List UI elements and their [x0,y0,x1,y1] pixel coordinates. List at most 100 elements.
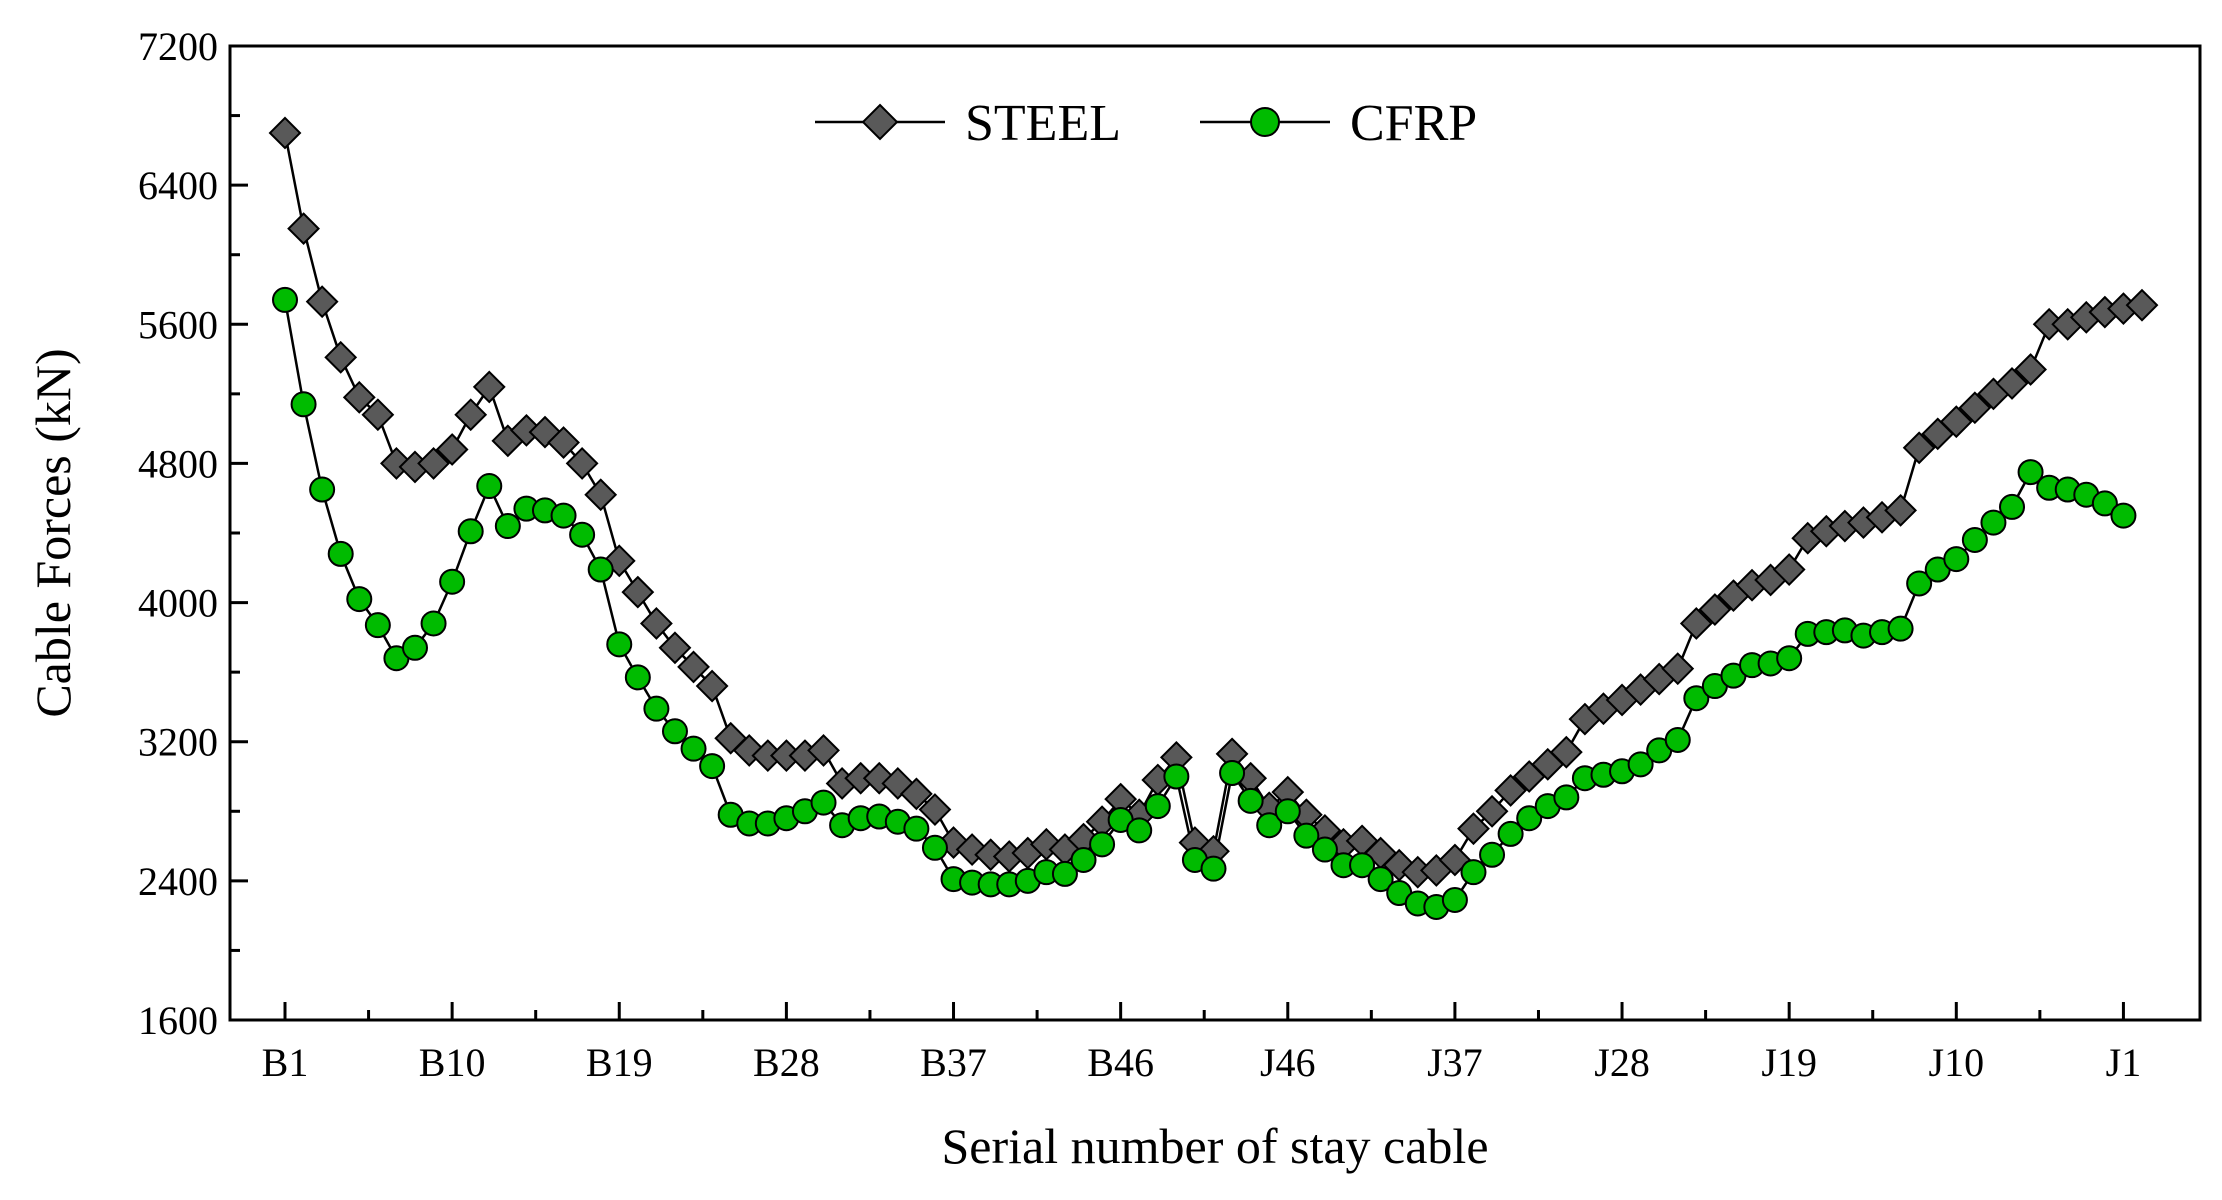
cfrp-point [1999,493,2026,520]
x-tick-label: J10 [1929,1040,1985,1085]
cfrp-point [1200,855,1227,882]
cfrp-point [1144,793,1171,820]
x-tick-label: J1 [2106,1040,2142,1085]
steel-point [305,285,339,319]
steel-point [1902,431,1936,465]
cfrp-point [457,518,484,545]
cfrp-series-line [283,299,2125,909]
cfrp-point [2017,459,2044,486]
steel-point [324,340,358,374]
y-axis-title: Cable Forces (kN) [25,348,81,717]
steel-point [1939,405,1973,439]
cfrp-point [2091,490,2118,517]
cfrp-point [903,815,930,842]
y-axis-ticks: 1600 2400 3200 4000 4800 5600 6400 7200 [138,24,248,1043]
cfrp-point [1776,645,1803,672]
cfrp-point [1367,866,1394,893]
y-tick-label: 3200 [138,720,218,765]
steel-point [1884,493,1918,527]
cfrp-point [680,735,707,762]
cfrp-point [1274,798,1301,825]
cfrp-point [1497,820,1524,847]
cfrp-point [1906,570,1933,597]
steel-point [1958,391,1992,425]
y-tick-label: 2400 [138,859,218,904]
steel-point [1457,812,1490,846]
x-axis-ticks: B1 B10 B19 B28 B37 B46 J46 J37 J28 J19 J10 J1 [262,1002,2142,1085]
cfrp-point [1349,852,1376,879]
cfrp-point [1311,836,1338,863]
cfrp-point [624,664,651,691]
cfrp-legend-marker [1250,107,1280,137]
cfrp-point [606,631,633,658]
steel-point [1549,735,1583,769]
steel-point [584,478,618,512]
steel-point [1679,607,1713,640]
steel-point [287,212,320,246]
cfrp-point [272,286,298,313]
cfrp-point [1237,787,1264,814]
cfrp-point [401,634,428,661]
cfrp-point [1664,726,1691,753]
steel-point [565,447,599,480]
cfrp-point [327,540,354,567]
steel-point [2014,353,2047,386]
x-tick-label: J28 [1594,1040,1650,1085]
steel-point [677,650,710,684]
y-tick-label: 6400 [138,163,218,208]
steel-point [1995,367,2029,400]
cfrp-point [1460,859,1487,886]
steel-point [807,733,840,767]
cfrp-point [1516,805,1543,832]
cfrp-point [1293,822,1320,849]
steel-point [435,433,469,466]
steel-point [361,398,395,432]
cfrp-point [810,789,837,816]
steel-point [472,370,506,404]
cfrp-point [550,502,577,529]
x-tick-label: J37 [1427,1040,1483,1085]
y-tick-label: 4800 [138,441,218,486]
cfrp-point [1219,760,1246,787]
cfrp-legend-label: CFRP [1350,95,1477,152]
cfrp-point [587,556,614,583]
cfrp-point [921,834,948,861]
cfrp-point [1089,831,1116,858]
x-tick-label: J46 [1260,1040,1316,1085]
steel-point [899,777,933,811]
steel-point [547,426,580,459]
x-tick-label: B10 [419,1040,486,1085]
steel-point [342,380,376,414]
x-tick-label: B28 [753,1040,820,1085]
y-tick-label: 7200 [138,24,218,69]
cfrp-point [1479,841,1506,868]
cfrp-point [290,391,317,418]
steel-point [1475,794,1509,828]
steel-point [2125,288,2159,322]
cfrp-point [494,513,521,540]
steel-point [695,669,729,703]
cfrp-point [661,718,688,745]
steel-point [1698,593,1732,626]
steel-point [1661,652,1695,686]
steel-point [268,116,302,150]
cfrp-point [476,473,503,500]
x-tick-label: B37 [920,1040,987,1085]
legend: STEEL CFRP [815,95,1477,152]
cfrp-point [1683,685,1710,712]
steel-point [1772,553,1806,586]
cfrp-point [364,612,391,639]
cfrp-point [1980,509,2007,536]
cfrp-point [1163,763,1190,790]
x-tick-label: B19 [586,1040,653,1085]
cfrp-point [1627,751,1654,778]
steel-point [417,447,450,480]
cfrp-point [1943,546,1970,573]
x-axis-title: Serial number of stay cable [941,1118,1488,1174]
cfrp-point [2110,502,2137,529]
cfrp-point [346,586,373,613]
cfrp-point [643,695,670,722]
steel-series-line [283,132,2143,874]
